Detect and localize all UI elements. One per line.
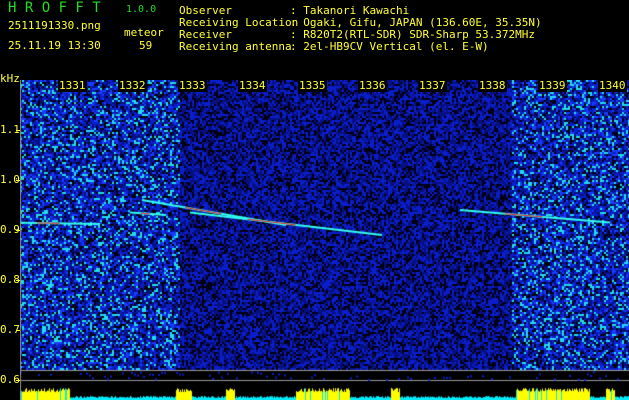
y-axis-label: kHz <box>0 72 20 85</box>
x-tick-label: 1340 <box>598 79 627 92</box>
y-tick-mark <box>16 280 20 281</box>
y-tick-mark <box>16 130 20 131</box>
y-tick-label: 0.9 <box>0 223 20 236</box>
x-tick-label: 1335 <box>298 79 327 92</box>
x-tick-label: 1336 <box>358 79 387 92</box>
x-tick-label: 1338 <box>478 79 507 92</box>
datetime: 25.11.19 13:30 <box>8 39 101 52</box>
meteor-count: 59 <box>139 39 153 52</box>
app-title: H R O F F T <box>8 0 101 16</box>
antenna-value: : 2el-HB9CV Vertical (el. E-W) <box>290 40 489 53</box>
spectrogram <box>20 80 629 400</box>
y-tick-label: 0.7 <box>0 323 20 336</box>
y-tick-mark <box>16 180 20 181</box>
y-tick-mark <box>16 330 20 331</box>
y-tick-label: 1.0 <box>0 173 20 186</box>
x-tick-label: 1333 <box>178 79 207 92</box>
y-tick-label: 0.8 <box>0 273 20 286</box>
location-value: : Ogaki, Gifu, JAPAN (136.60E, 35.35N) <box>290 16 542 29</box>
y-tick-label: 0.6 <box>0 373 20 386</box>
y-tick-label: 1.1 <box>0 123 20 136</box>
observer-label: Observer <box>179 4 305 17</box>
file-name: 2511191330.png <box>8 19 101 32</box>
y-tick-mark <box>16 230 20 231</box>
y-tick-mark <box>16 380 20 381</box>
x-tick-label: 1339 <box>538 79 567 92</box>
x-tick-label: 1334 <box>238 79 267 92</box>
x-tick-label: 1332 <box>118 79 147 92</box>
observer-value: : Takanori Kawachi <box>290 4 410 17</box>
meteor-label: meteor <box>124 26 164 39</box>
antenna-label: Receiving antenna <box>179 40 305 53</box>
x-tick-label: 1331 <box>58 79 87 92</box>
receiver-label: Receiver <box>179 28 305 41</box>
x-tick-label: 1337 <box>418 79 447 92</box>
app-version: 1.0.0 <box>126 4 157 15</box>
receiver-value: : R820T2(RTL-SDR) SDR-Sharp 53.372MHz <box>290 28 536 41</box>
location-label: Receiving Location <box>179 16 305 29</box>
